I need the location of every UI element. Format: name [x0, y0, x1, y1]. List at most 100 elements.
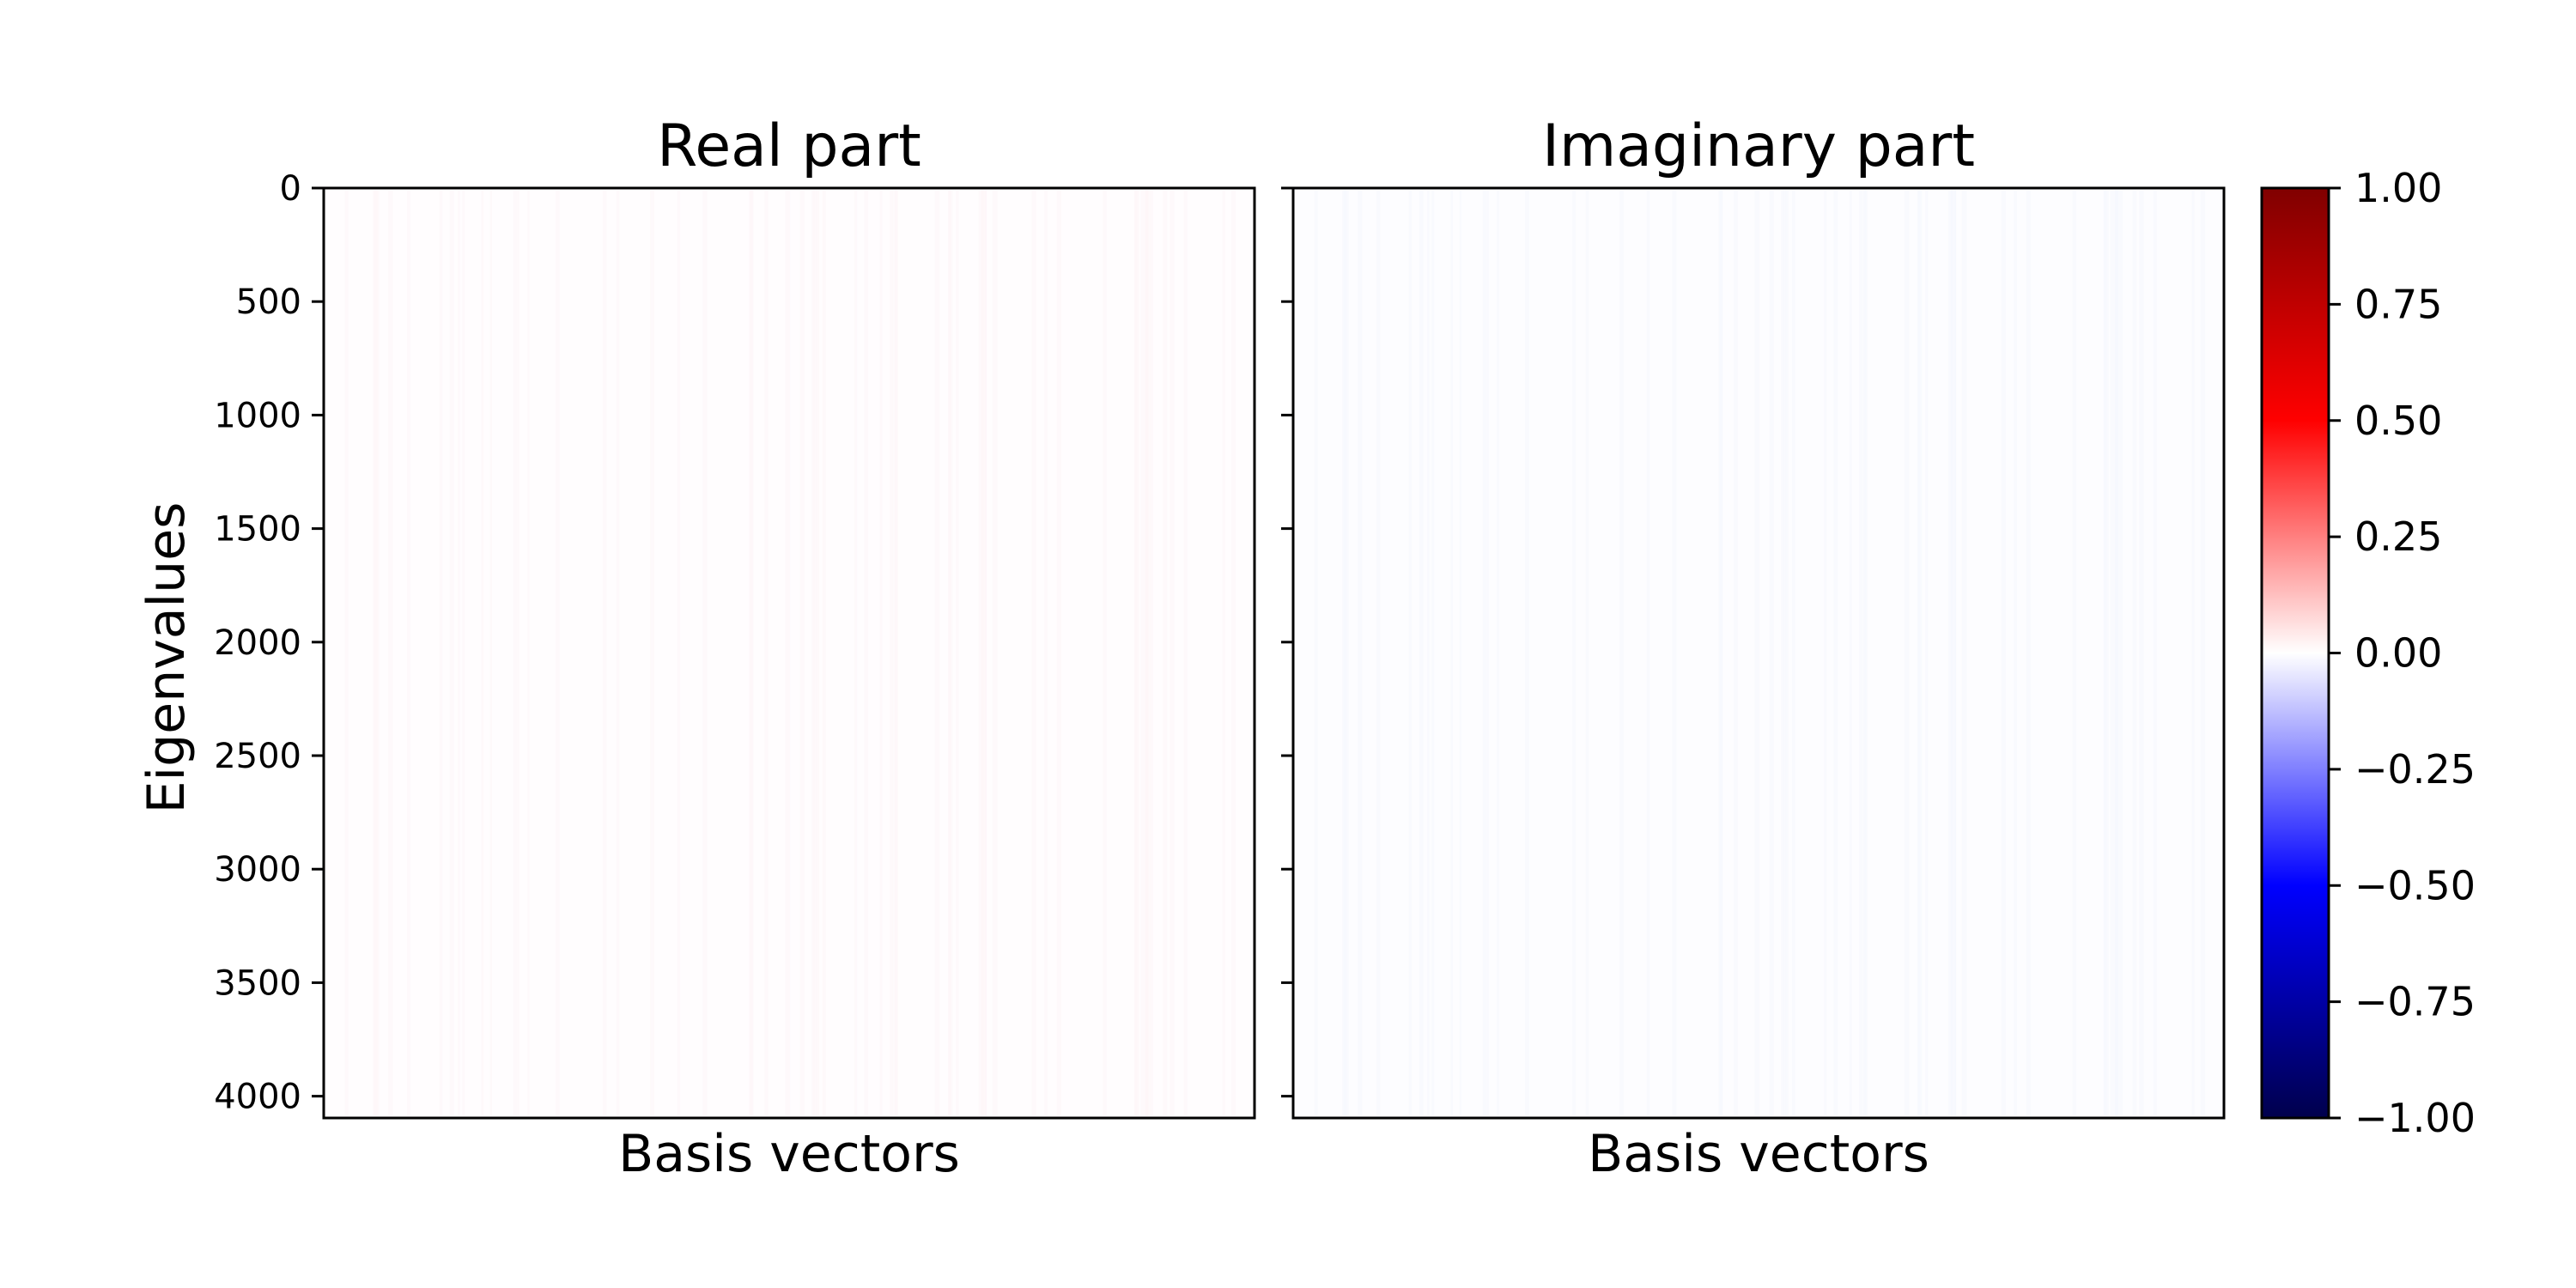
heatmap-cell-column: [1917, 190, 1923, 1116]
heatmap-cell-column: [1585, 190, 1589, 1116]
heatmap-cell-column: [1314, 190, 1318, 1116]
heatmap-cell-column: [1734, 190, 1738, 1116]
heatmap-cell-column: [2115, 190, 2118, 1116]
heatmap-cell-column: [1783, 190, 1787, 1116]
heatmap-cell-column: [556, 190, 560, 1116]
heatmap-cell-column: [1343, 190, 1349, 1116]
heatmap-cell-column: [702, 190, 708, 1116]
heatmap-cell-column: [799, 190, 805, 1116]
heatmap-cell-column: [1497, 190, 1499, 1116]
real-part-texture: [344, 190, 1236, 1116]
heatmap-cell-column: [934, 190, 940, 1116]
heatmap-cell-column: [1785, 190, 1789, 1116]
y-tick-label: 500: [236, 283, 301, 322]
heatmap-cell-column: [2072, 190, 2076, 1116]
real-part-title: Real part: [657, 112, 921, 180]
colorbar-tick-label: 1.00: [2354, 165, 2442, 211]
heatmap-cell-column: [1646, 190, 1650, 1116]
heatmap-cell-column: [854, 190, 858, 1116]
heatmap-cell-column: [1163, 190, 1168, 1116]
colorbar-tick-label: 0.75: [2354, 281, 2442, 327]
heatmap-cell-column: [2191, 190, 2195, 1116]
imaginary-part-frame: [1291, 186, 2226, 1120]
colorbar-tick-label: 0.50: [2354, 398, 2442, 444]
colorbar-tick-label: 0.25: [2354, 513, 2442, 560]
heatmap-cell-column: [1792, 190, 1795, 1116]
heatmap-cell-column: [406, 190, 411, 1116]
heatmap-cell-column: [462, 190, 465, 1116]
heatmap-cell-column: [374, 190, 380, 1116]
heatmap-cell-column: [1031, 190, 1036, 1116]
heatmap-cell-column: [489, 190, 492, 1116]
heatmap-cell-column: [2139, 190, 2144, 1116]
heatmap-cell-column: [992, 190, 998, 1116]
heatmap-cell-column: [890, 190, 893, 1116]
heatmap-cell-column: [2026, 190, 2031, 1116]
heatmap-cell-column: [527, 190, 530, 1116]
heatmap-cell-column: [1525, 190, 1529, 1116]
heatmap-cell-column: [1862, 190, 1867, 1116]
y-tick-label: 1500: [214, 510, 301, 550]
y-tick-label: 3000: [214, 850, 301, 890]
heatmap-cell-column: [1222, 190, 1225, 1116]
heatmap-cell-column: [1056, 190, 1061, 1116]
heatmap-cell-column: [1450, 190, 1453, 1116]
imaginary-part-xlabel: Basis vectors: [1588, 1124, 1929, 1184]
heatmap-cell-column: [1961, 190, 1967, 1116]
heatmap-cell-column: [811, 190, 815, 1116]
heatmap-cell-column: [1183, 190, 1188, 1116]
real-part-frame: [322, 186, 1256, 1120]
heatmap-cell-column: [2153, 190, 2157, 1116]
heatmap-cell-column: [1358, 190, 1363, 1116]
heatmap-cell-column: [513, 190, 518, 1116]
heatmap-cell-column: [650, 190, 654, 1116]
heatmap-cell-column: [2001, 190, 2006, 1116]
imaginary-part-title: Imaginary part: [1542, 112, 1975, 180]
heatmap-cell-column: [1134, 190, 1138, 1116]
heatmap-cell-column: [1719, 190, 1722, 1116]
heatmap-cell-column: [1482, 190, 1487, 1116]
colorbar-tick-label: −0.25: [2354, 746, 2476, 793]
heatmap-cell-column: [1408, 190, 1413, 1116]
heatmap-cell-column: [1769, 190, 1774, 1116]
heatmap-cell-column: [1044, 190, 1048, 1116]
heatmap-cell-column: [1486, 190, 1489, 1116]
heatmap-cell-column: [785, 190, 791, 1116]
real-part-panel: Real part 0 500 1000 1500 2000 2500 3000 3500 40…: [137, 112, 1256, 1184]
heatmap-cell-column: [764, 190, 769, 1116]
heatmap-cell-column: [1824, 190, 1827, 1116]
imaginary-part-texture: [1314, 190, 2206, 1116]
heatmap-cell-column: [1925, 190, 1929, 1116]
colorbar-axis: 1.00 0.75 0.50 0.25 0.00 −0.25 −0.50 −0.75 −1.00: [2329, 165, 2476, 1141]
heatmap-cell-column: [439, 190, 443, 1116]
heatmap-cell-column: [1947, 190, 1953, 1116]
heatmap-cell-column: [1571, 190, 1577, 1116]
heatmap-cell-column: [1419, 190, 1424, 1116]
real-part-y-axis: 0 500 1000 1500 2000 2500 3000 3500 4000: [214, 169, 324, 1117]
heatmap-cell-column: [1230, 190, 1236, 1116]
colorbar-tick-label: −0.50: [2354, 862, 2476, 908]
heatmap-cell-column: [816, 190, 819, 1116]
colorbar: 1.00 0.75 0.50 0.25 0.00 −0.25 −0.50 −0.75 −1.00: [2260, 165, 2476, 1141]
colorbar-tick-label: −1.00: [2354, 1095, 2476, 1141]
heatmap-cell-column: [2014, 190, 2017, 1116]
heatmap-cell-column: [1619, 190, 1624, 1116]
heatmap-cell-column: [823, 190, 826, 1116]
heatmap-cell-column: [1431, 190, 1435, 1116]
heatmap-cell-column: [1904, 190, 1910, 1116]
heatmap-cell-column: [1376, 190, 1381, 1116]
heatmap-cell-column: [1754, 190, 1760, 1116]
y-tick-label: 2000: [214, 623, 301, 663]
heatmap-cell-column: [948, 190, 953, 1116]
heatmap-cell-column: [1140, 190, 1145, 1116]
heatmap-cell-column: [449, 190, 454, 1116]
heatmap-cell-column: [1781, 190, 1784, 1116]
heatmap-cell-column: [981, 190, 987, 1116]
y-tick-label: 1000: [214, 396, 301, 435]
heatmap-cell-column: [1170, 190, 1175, 1116]
real-part-xlabel: Basis vectors: [618, 1124, 960, 1184]
heatmap-cell-column: [388, 190, 393, 1116]
y-tick-label: 3500: [214, 963, 301, 1003]
heatmap-cell-column: [813, 190, 817, 1116]
